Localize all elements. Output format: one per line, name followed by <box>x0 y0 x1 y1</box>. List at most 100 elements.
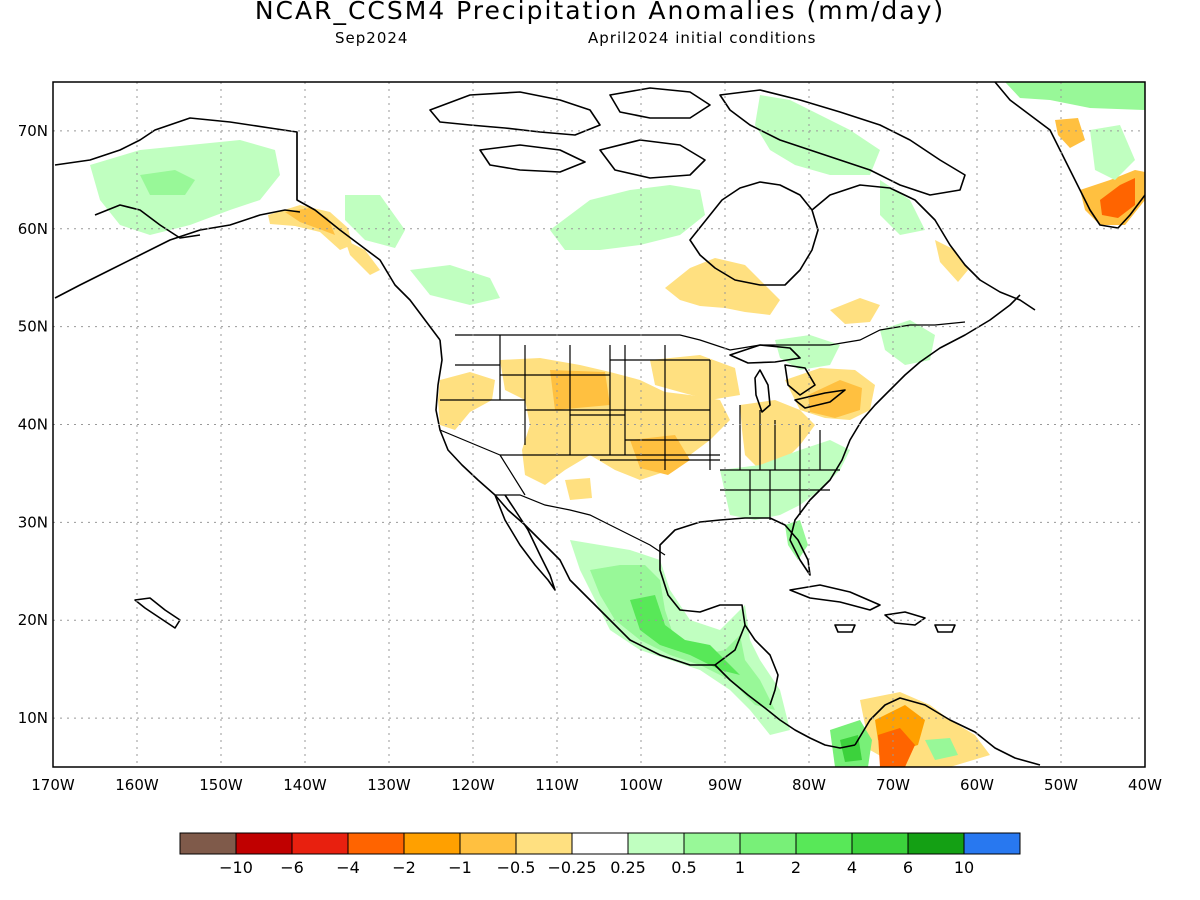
colorbar <box>179 832 1021 855</box>
dry-patch-upper-midwest <box>650 355 740 400</box>
coast-central-america <box>714 664 856 749</box>
lon-tick-label: 60W <box>960 776 994 794</box>
wet-patch-nw-canada <box>410 265 500 305</box>
colorbar-swatch <box>571 832 629 855</box>
wet-patch-alaska-core <box>140 170 195 195</box>
colorbar-label: −4 <box>336 858 360 877</box>
wet-patch-venezuela-east <box>925 738 958 760</box>
colorbar-swatch <box>851 832 909 855</box>
lon-tick-label: 80W <box>792 776 826 794</box>
coast-arctic-2 <box>609 87 711 119</box>
colorbar-label: −1 <box>448 858 472 877</box>
coast-baja <box>494 494 556 591</box>
lon-tick-label: 170W <box>31 776 75 794</box>
colorbar-label: 10 <box>954 858 974 877</box>
colorbar-swatch <box>795 832 853 855</box>
lon-tick-label: 120W <box>451 776 495 794</box>
colorbar-swatch <box>739 832 797 855</box>
coast-arctic-5 <box>599 139 706 179</box>
colorbar-label: 0.5 <box>671 858 696 877</box>
coastlines <box>54 82 1145 766</box>
wet-anomaly-shading <box>90 82 1145 767</box>
map-frame-border <box>52 81 1146 768</box>
lon-tick-label: 100W <box>619 776 663 794</box>
colorbar-swatch <box>235 832 293 855</box>
lon-tick-label: 50W <box>1044 776 1078 794</box>
wet-patch-maritimes <box>880 320 935 365</box>
wet-patch-mexico-core <box>630 595 740 675</box>
wet-patch-southeast-us <box>720 440 850 520</box>
lon-tick-label: 140W <box>283 776 327 794</box>
dry-patch-ontario <box>665 258 780 315</box>
colorbar-label: 2 <box>791 858 801 877</box>
dry-patch-ohio-valley <box>740 400 815 470</box>
coast-jamaica <box>834 624 856 633</box>
dry-patch-greenland-south-core <box>1100 178 1135 218</box>
lat-tick-label: 70N <box>18 122 48 140</box>
border-us-mexico <box>495 494 666 556</box>
lon-tick-label: 130W <box>367 776 411 794</box>
coast-south-america <box>854 697 1041 766</box>
dry-patch-bc-coast <box>345 240 380 275</box>
lon-tick-label: 160W <box>115 776 159 794</box>
colorbar-label: −0.5 <box>497 858 536 877</box>
colorbar-label: −10 <box>219 858 253 877</box>
colorbar-label: −0.25 <box>547 858 596 877</box>
colorbar-label: 4 <box>847 858 857 877</box>
valid-period: Sep2024 <box>335 29 409 47</box>
dry-patch-alaska-coast <box>268 205 352 250</box>
lon-tick-label: 70W <box>876 776 910 794</box>
wet-patch-nunavut <box>550 185 705 250</box>
lat-tick-label: 50N <box>18 318 48 336</box>
colorbar-swatch <box>403 832 461 855</box>
colorbar-swatch <box>907 832 965 855</box>
dry-patch-labrador <box>935 240 968 282</box>
colorbar-swatch <box>627 832 685 855</box>
longitude-labels: 170W 160W 150W 140W 130W 120W 110W 100W 90W 80W 70… <box>31 776 1162 794</box>
wet-patch-greenland-north <box>1005 82 1145 110</box>
lon-tick-label: 90W <box>708 776 742 794</box>
lon-tick-label: 110W <box>535 776 579 794</box>
colorbar-label: −2 <box>392 858 416 877</box>
coast-arctic-1 <box>429 91 601 136</box>
coast-lake-michigan <box>754 369 771 413</box>
colorbar-swatch <box>179 832 237 855</box>
lat-tick-label: 60N <box>18 220 48 238</box>
lat-tick-label: 30N <box>18 513 48 531</box>
colorbar-swatch <box>291 832 349 855</box>
state-lines <box>439 335 840 520</box>
wet-patch-baffin <box>880 180 925 235</box>
wet-patch-yukon <box>345 195 405 248</box>
colorbar-labels: −10 −6 −4 −2 −1 −0.5 −0.25 0.25 0.5 1 2 4 6 10 <box>219 858 974 877</box>
colorbar-label: 1 <box>735 858 745 877</box>
colorbar-label: 6 <box>903 858 913 877</box>
colorbar-label: −6 <box>280 858 304 877</box>
colorbar-swatch <box>347 832 405 855</box>
coast-labrador <box>811 184 1036 311</box>
coast-hudson-bay <box>689 181 819 286</box>
lon-tick-label: 40W <box>1128 776 1162 794</box>
dry-anomaly-shading <box>268 118 1145 767</box>
coast-alaska-bristol <box>94 204 201 239</box>
map-content <box>54 82 1145 767</box>
colorbar-swatch <box>515 832 573 855</box>
coast-lake-erie <box>794 389 846 409</box>
map-gridlines <box>53 82 1145 767</box>
chart-title: NCAR_CCSM4 Precipitation Anomalies (mm/d… <box>254 0 946 25</box>
coast-alaska-southwest <box>54 209 301 299</box>
dry-patch-wyoming-core <box>550 370 610 410</box>
coast-puerto-rico <box>934 624 956 633</box>
wet-patch-greenland-mid <box>1090 125 1135 180</box>
coast-cuba <box>789 584 881 611</box>
wet-patch-great-lakes <box>775 335 840 370</box>
lat-tick-label: 40N <box>18 416 48 434</box>
coast-hawaii <box>134 597 181 629</box>
dry-patch-venezuela-core <box>878 728 915 767</box>
coast-yucatan-east <box>744 624 779 706</box>
latitude-labels: 70N 60N 50N 40N 30N 20N 10N <box>18 122 48 727</box>
initial-conditions: April2024 initial conditions <box>588 29 817 47</box>
lat-tick-label: 20N <box>18 611 48 629</box>
colorbar-swatch <box>963 832 1021 855</box>
lon-tick-label: 150W <box>199 776 243 794</box>
